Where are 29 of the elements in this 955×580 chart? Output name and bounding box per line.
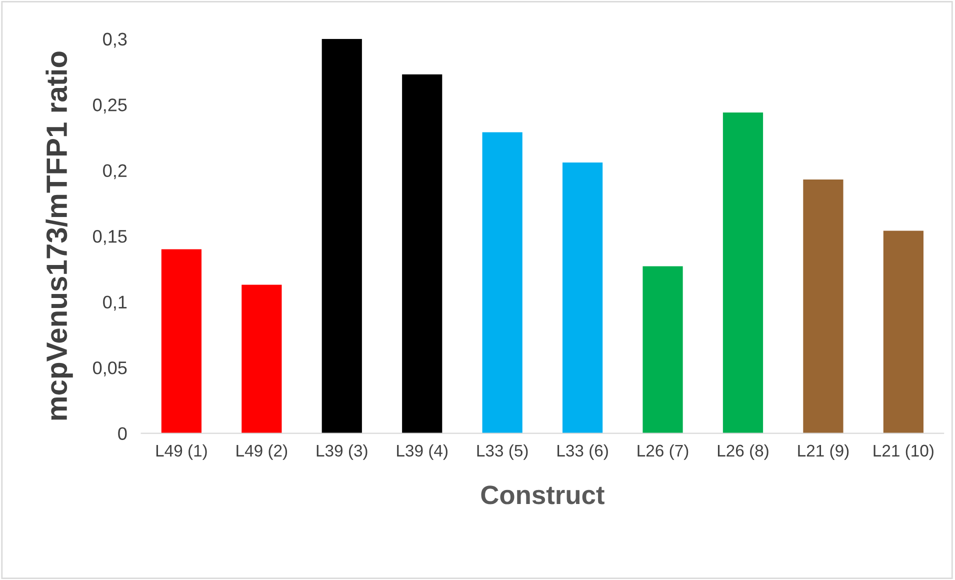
x-tick-label: L49 (2) <box>236 444 288 460</box>
x-tick-label: L39 (4) <box>397 444 448 460</box>
x-tick-label: L26 (8) <box>718 444 768 460</box>
x-tick-label: L33 (5) <box>477 444 528 460</box>
y-tick-label: 0,1 <box>103 296 127 311</box>
y-axis-title: mcpVenus173/mTFP1 ratio <box>46 52 73 420</box>
x-tick-label: L33 (6) <box>558 444 608 460</box>
bar <box>161 249 202 434</box>
y-tick-label: 0,2 <box>103 164 127 180</box>
bar <box>402 74 442 434</box>
bar <box>482 132 522 434</box>
y-tick-label: 0,3 <box>103 32 127 48</box>
x-tick-label: L39 (3) <box>316 444 368 460</box>
bar <box>242 284 282 434</box>
x-tick-label: L21 (9) <box>798 444 849 460</box>
x-tick-label: L21 (10) <box>874 444 934 460</box>
y-tick-label: 0,15 <box>93 230 127 245</box>
y-tick-label: 0,05 <box>93 361 127 376</box>
y-tick-label: 0,25 <box>93 98 127 114</box>
x-tick-label: L26 (7) <box>638 444 688 460</box>
x-axis-title: Construct <box>481 486 604 504</box>
bar <box>883 230 924 434</box>
bar <box>803 180 844 434</box>
x-tick-label: L49 (1) <box>156 444 207 460</box>
bar <box>722 112 764 434</box>
y-tick-label: 0 <box>118 427 127 440</box>
bar <box>562 162 603 434</box>
bar <box>642 266 683 434</box>
bar <box>322 38 362 434</box>
